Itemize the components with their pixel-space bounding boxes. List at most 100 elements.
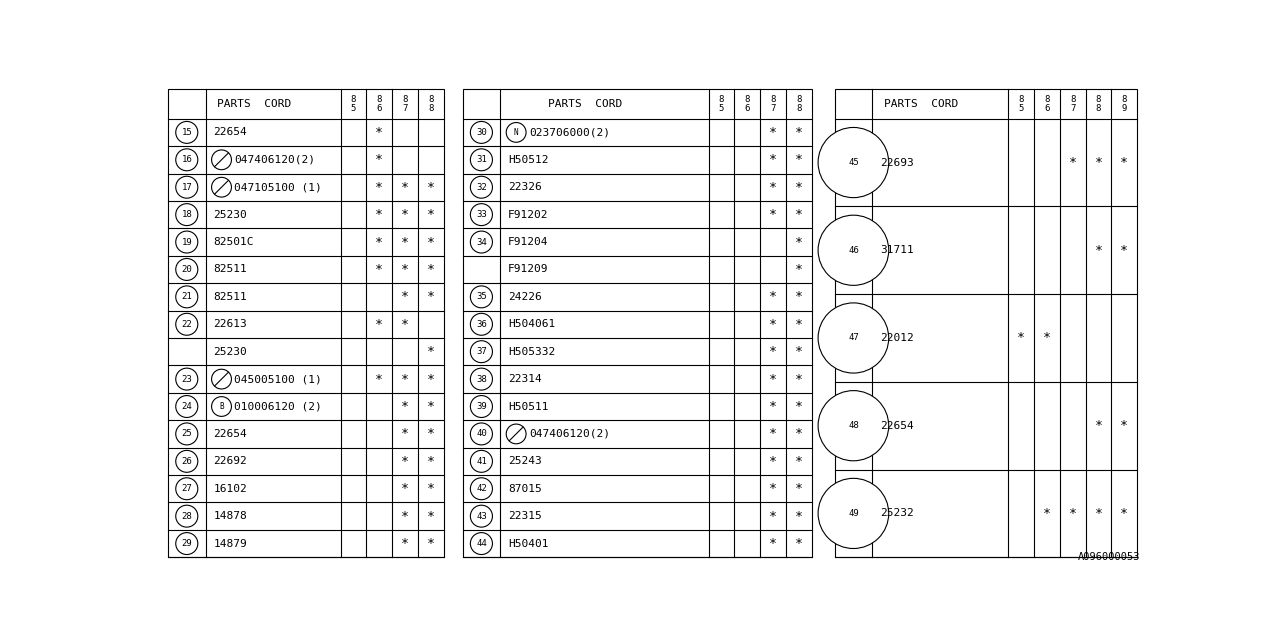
Ellipse shape [175, 204, 198, 225]
Text: *: * [795, 263, 803, 276]
Text: 40: 40 [476, 429, 486, 438]
Text: 38: 38 [476, 374, 486, 383]
Text: 25230: 25230 [214, 210, 247, 220]
Ellipse shape [211, 397, 232, 417]
Ellipse shape [211, 150, 232, 170]
Text: 8
8: 8 8 [796, 95, 801, 113]
Text: H50512: H50512 [508, 155, 549, 165]
Ellipse shape [175, 259, 198, 280]
Text: *: * [795, 126, 803, 139]
Ellipse shape [175, 505, 198, 527]
Text: *: * [769, 180, 777, 194]
Bar [462, 89, 812, 557]
Bar [168, 89, 444, 557]
Text: 82511: 82511 [214, 264, 247, 275]
Text: *: * [401, 537, 410, 550]
Text: *: * [401, 455, 410, 468]
Text: 22314: 22314 [508, 374, 541, 384]
Text: *: * [769, 372, 777, 386]
Text: 8
7: 8 7 [1070, 95, 1075, 113]
Ellipse shape [506, 122, 526, 142]
Text: 25: 25 [182, 429, 192, 438]
Text: *: * [375, 318, 383, 331]
Text: 27: 27 [182, 484, 192, 493]
Text: PARTS  CORD: PARTS CORD [884, 99, 959, 109]
Text: 24: 24 [182, 402, 192, 411]
Text: F91209: F91209 [508, 264, 549, 275]
Text: *: * [1069, 156, 1076, 169]
Text: *: * [769, 345, 777, 358]
Text: 22315: 22315 [508, 511, 541, 521]
Text: 14879: 14879 [214, 539, 247, 548]
Ellipse shape [175, 122, 198, 143]
Ellipse shape [175, 451, 198, 472]
Text: *: * [1120, 156, 1128, 169]
Text: 25230: 25230 [214, 347, 247, 356]
Ellipse shape [470, 286, 493, 308]
Text: *: * [426, 180, 435, 194]
Text: 8
8: 8 8 [1096, 95, 1101, 113]
Ellipse shape [818, 215, 888, 285]
Text: 32: 32 [476, 182, 486, 192]
Text: H505332: H505332 [508, 347, 556, 356]
Text: *: * [769, 483, 777, 495]
Text: 8
5: 8 5 [351, 95, 356, 113]
Text: 23: 23 [182, 374, 192, 383]
Text: 22654: 22654 [214, 429, 247, 439]
Ellipse shape [175, 149, 198, 171]
Ellipse shape [470, 231, 493, 253]
Ellipse shape [470, 532, 493, 554]
Text: *: * [1094, 419, 1102, 432]
Text: *: * [426, 483, 435, 495]
Text: 047406120(2): 047406120(2) [234, 155, 315, 165]
Ellipse shape [175, 478, 198, 500]
Text: *: * [375, 263, 383, 276]
Text: H50511: H50511 [508, 401, 549, 412]
Text: 047105100 (1): 047105100 (1) [234, 182, 323, 192]
Text: F91204: F91204 [508, 237, 549, 247]
Text: *: * [426, 263, 435, 276]
Text: 21: 21 [182, 292, 192, 301]
Text: *: * [401, 208, 410, 221]
Text: 22012: 22012 [881, 333, 914, 343]
Text: *: * [795, 455, 803, 468]
Ellipse shape [175, 368, 198, 390]
Text: *: * [401, 236, 410, 248]
Text: *: * [795, 180, 803, 194]
Ellipse shape [175, 286, 198, 308]
Text: 42: 42 [476, 484, 486, 493]
Text: 87015: 87015 [508, 484, 541, 493]
Text: 20: 20 [182, 265, 192, 274]
Text: 41: 41 [476, 457, 486, 466]
Ellipse shape [818, 478, 888, 548]
Text: *: * [401, 263, 410, 276]
Text: *: * [401, 318, 410, 331]
Text: *: * [426, 345, 435, 358]
Text: *: * [401, 372, 410, 386]
Text: *: * [1043, 507, 1051, 520]
Text: 48: 48 [849, 421, 859, 430]
Text: *: * [375, 126, 383, 139]
Text: 31711: 31711 [881, 245, 914, 255]
Ellipse shape [175, 423, 198, 445]
Text: 30: 30 [476, 128, 486, 137]
Text: 047406120(2): 047406120(2) [529, 429, 611, 439]
Text: *: * [795, 400, 803, 413]
Text: *: * [401, 400, 410, 413]
Text: *: * [795, 318, 803, 331]
Text: 24226: 24226 [508, 292, 541, 302]
Text: *: * [1069, 507, 1076, 520]
Text: 33: 33 [476, 210, 486, 219]
Text: *: * [401, 428, 410, 440]
Text: 36: 36 [476, 320, 486, 329]
Ellipse shape [470, 176, 493, 198]
Text: *: * [769, 455, 777, 468]
Text: 023706000(2): 023706000(2) [529, 127, 611, 138]
Ellipse shape [470, 396, 493, 417]
Text: 29: 29 [182, 539, 192, 548]
Text: 45: 45 [849, 158, 859, 167]
Text: 16: 16 [182, 156, 192, 164]
Text: H504061: H504061 [508, 319, 556, 329]
Text: 22654: 22654 [214, 127, 247, 138]
Text: B: B [219, 402, 224, 411]
